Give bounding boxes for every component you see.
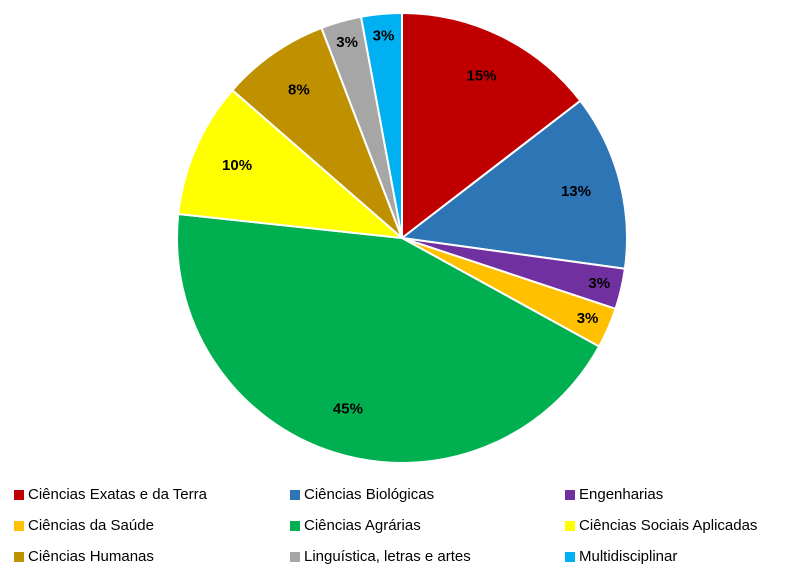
pie-slice [401,11,582,241]
data-label: 8% [288,81,310,98]
pie-slice [176,212,601,464]
legend-swatch [290,552,300,562]
legend-swatch [565,521,575,531]
legend-swatch [290,490,300,500]
data-label: 3% [577,310,599,327]
data-label: 3% [336,34,358,51]
legend-swatch [565,552,575,562]
legend-swatch [14,490,24,500]
legend-swatch [565,490,575,500]
data-label: 3% [373,27,395,44]
legend-swatch [290,521,300,531]
data-label: 3% [588,275,610,292]
data-label: 15% [466,67,496,84]
legend-label: Linguística, letras e artes [304,548,471,565]
legend-swatch [14,521,24,531]
pie-slice [230,26,403,239]
data-label: 10% [222,157,252,174]
pie-slice [399,99,628,270]
data-label: 45% [333,401,363,418]
legend-label: Ciências Agrárias [304,517,421,534]
legend-label: Ciências Biológicas [304,486,434,503]
legend-label: Engenharias [579,486,663,503]
legend-label: Ciências Sociais Aplicadas [579,517,757,534]
legend-swatch [14,552,24,562]
pie-slice [177,88,406,240]
legend-label: Multidisciplinar [579,548,677,565]
pie-slice [359,11,403,239]
legend-label: Ciências Humanas [28,548,154,565]
data-label: 13% [561,183,591,200]
legend-label: Ciências da Saúde [28,517,154,534]
legend-label: Ciências Exatas e da Terra [28,486,208,503]
